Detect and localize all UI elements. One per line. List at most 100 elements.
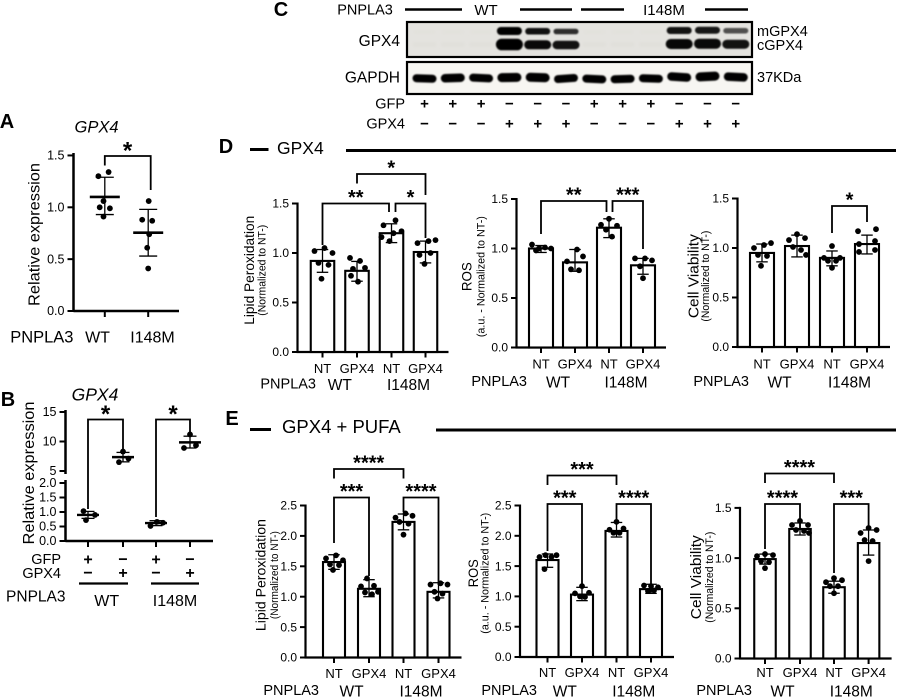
svg-text:PNPLA3: PNPLA3: [693, 374, 749, 390]
svg-text:(a.u. - Normalized to NT-): (a.u. - Normalized to NT-): [476, 216, 488, 337]
svg-text:***: ***: [340, 481, 364, 503]
svg-text:PNPLA3: PNPLA3: [6, 589, 65, 606]
svg-text:1.0: 1.0: [495, 590, 512, 604]
svg-text:1.0: 1.0: [491, 242, 508, 256]
svg-text:1.5: 1.5: [712, 192, 729, 206]
svg-text:GAPDH: GAPDH: [345, 70, 400, 87]
svg-text:PNPLA3: PNPLA3: [696, 683, 752, 697]
svg-text:I148M: I148M: [604, 375, 647, 392]
svg-text:GPX4: GPX4: [851, 665, 886, 680]
svg-text:1.5: 1.5: [280, 560, 297, 574]
svg-text:GPX4: GPX4: [558, 357, 593, 372]
svg-text:+: +: [118, 565, 127, 582]
svg-text:+: +: [590, 96, 599, 113]
svg-text:WT: WT: [85, 330, 110, 347]
svg-text:*: *: [846, 190, 854, 212]
svg-text:D: D: [219, 136, 233, 158]
svg-text:WT: WT: [328, 377, 353, 394]
svg-text:WT: WT: [339, 684, 364, 697]
svg-text:0.5: 0.5: [715, 602, 732, 616]
svg-text:0.5: 0.5: [39, 520, 56, 534]
svg-text:0.0: 0.0: [712, 340, 729, 354]
svg-text:1.5: 1.5: [491, 192, 508, 206]
svg-text:−: −: [505, 96, 514, 113]
svg-text:***: ***: [553, 488, 577, 510]
svg-text:****: ****: [405, 481, 436, 503]
svg-text:***: ***: [570, 459, 594, 481]
svg-text:0.0: 0.0: [39, 534, 56, 548]
svg-text:−: −: [448, 116, 457, 133]
svg-text:NT: NT: [395, 666, 412, 681]
svg-text:GPX4 + PUFA: GPX4 + PUFA: [282, 416, 401, 437]
svg-text:GPX4: GPX4: [783, 665, 818, 680]
svg-text:GPX4: GPX4: [850, 357, 885, 372]
svg-text:−: −: [151, 565, 160, 582]
svg-text:*: *: [123, 138, 133, 165]
svg-text:I148M: I148M: [643, 2, 685, 19]
svg-text:37KDa: 37KDa: [757, 70, 802, 86]
svg-text:−: −: [562, 96, 571, 113]
svg-text:1.0: 1.0: [272, 246, 289, 260]
svg-text:NT: NT: [608, 665, 625, 680]
svg-text:PNPLA3: PNPLA3: [481, 683, 537, 697]
svg-text:A: A: [0, 111, 14, 133]
svg-text:Cell Viability: Cell Viability: [686, 234, 703, 319]
svg-text:+: +: [647, 96, 656, 113]
svg-text:I148M: I148M: [130, 330, 174, 347]
svg-text:**: **: [348, 187, 364, 209]
svg-text:0.5: 0.5: [280, 620, 297, 634]
svg-text:GPX4: GPX4: [408, 361, 443, 376]
svg-text:ROS: ROS: [465, 559, 481, 587]
svg-text:Lipid Peroxidation: Lipid Peroxidation: [253, 519, 269, 631]
svg-text:+: +: [731, 116, 740, 133]
svg-text:(Normalized to NT-): (Normalized to NT-): [704, 532, 716, 623]
svg-text:PNPLA3: PNPLA3: [263, 683, 319, 697]
svg-text:1.5: 1.5: [47, 149, 64, 163]
svg-text:E: E: [225, 408, 238, 430]
svg-text:(Normalized to NT-): (Normalized to NT-): [269, 531, 281, 619]
svg-text:−: −: [420, 116, 429, 133]
svg-text:1.5: 1.5: [495, 559, 512, 573]
svg-text:+: +: [675, 116, 684, 133]
svg-text:(a.u. - Normalized to NT-): (a.u. - Normalized to NT-): [480, 513, 492, 634]
svg-text:WT: WT: [770, 684, 795, 697]
svg-text:*: *: [168, 401, 178, 428]
svg-text:0.0: 0.0: [491, 341, 508, 355]
svg-text:ROS: ROS: [459, 262, 475, 291]
svg-text:I148M: I148M: [399, 684, 442, 697]
svg-text:GPX4: GPX4: [359, 33, 401, 50]
svg-text:Relative expression: Relative expression: [21, 402, 38, 545]
svg-text:NT: NT: [825, 665, 842, 680]
svg-text:*: *: [407, 187, 415, 209]
svg-text:1.5: 1.5: [272, 197, 289, 211]
svg-text:I148M: I148M: [830, 684, 873, 697]
svg-text:GPX4: GPX4: [780, 357, 815, 372]
svg-text:0.5: 0.5: [495, 620, 512, 634]
svg-text:Cell Viability: Cell Viability: [688, 535, 705, 620]
svg-text:+: +: [448, 96, 457, 113]
svg-text:−: −: [731, 96, 740, 113]
svg-text:1.0: 1.0: [39, 505, 56, 519]
svg-text:****: ****: [767, 488, 798, 510]
svg-text:GPX4: GPX4: [634, 665, 669, 680]
svg-text:0.0: 0.0: [495, 650, 512, 664]
svg-text:2.5: 2.5: [495, 499, 512, 513]
svg-text:0.5: 0.5: [272, 296, 289, 310]
svg-text:+: +: [703, 116, 712, 133]
svg-text:−: −: [590, 116, 599, 133]
svg-text:Lipid Peroxidation: Lipid Peroxidation: [241, 216, 257, 325]
svg-text:2.0: 2.0: [495, 529, 512, 543]
svg-text:+: +: [505, 116, 514, 133]
svg-text:PNPLA3: PNPLA3: [337, 3, 393, 19]
svg-text:0.0: 0.0: [47, 304, 64, 318]
svg-text:−: −: [83, 565, 92, 582]
svg-text:****: ****: [784, 457, 815, 479]
svg-text:NT: NT: [539, 665, 556, 680]
svg-text:+: +: [562, 116, 571, 133]
svg-text:PNPLA3: PNPLA3: [260, 377, 316, 393]
svg-text:GPX4: GPX4: [277, 138, 324, 158]
svg-text:+: +: [151, 552, 160, 569]
svg-text:NT: NT: [600, 357, 617, 372]
svg-text:2.5: 2.5: [280, 499, 297, 513]
svg-text:(Normalized to NT-): (Normalized to NT-): [257, 225, 269, 316]
